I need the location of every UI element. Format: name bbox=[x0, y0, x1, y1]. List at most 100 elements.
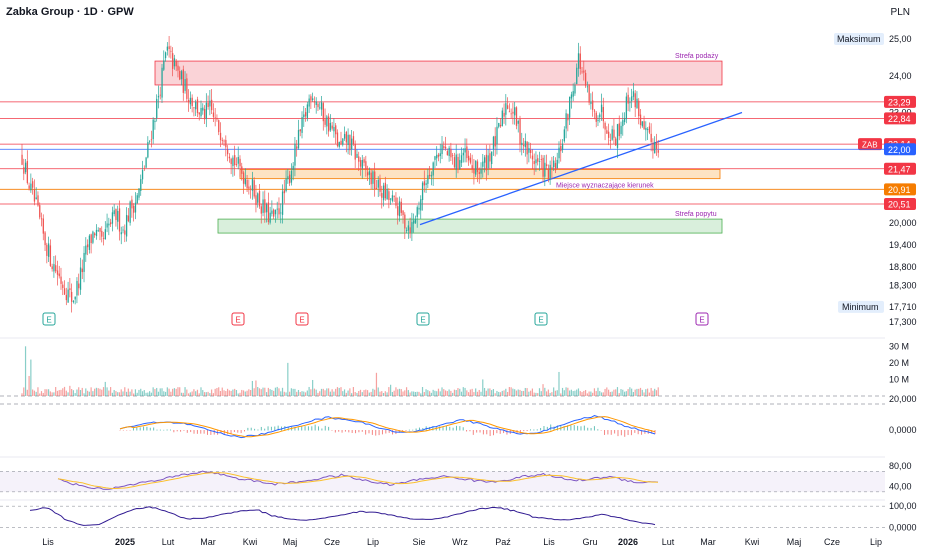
candle-body bbox=[586, 86, 589, 88]
volume-bar bbox=[634, 389, 636, 396]
volume-bar bbox=[51, 392, 53, 396]
candle-body bbox=[453, 157, 456, 168]
macd-histogram-bar bbox=[321, 428, 323, 431]
volume-bar bbox=[608, 389, 610, 396]
macd-histogram-bar bbox=[254, 428, 256, 431]
volume-bar bbox=[538, 388, 541, 396]
volume-bar bbox=[540, 391, 542, 396]
macd-histogram-bar bbox=[126, 430, 128, 431]
volume-bar bbox=[375, 372, 378, 396]
volume-bar bbox=[42, 392, 44, 396]
volume-bar bbox=[421, 387, 424, 396]
candle-body bbox=[528, 148, 530, 153]
max-label: Maksimum bbox=[837, 34, 881, 44]
volume-bar bbox=[281, 387, 284, 396]
volume-bar bbox=[173, 388, 176, 396]
volume-bar bbox=[448, 389, 450, 396]
volume-bar bbox=[161, 388, 163, 396]
candle-body bbox=[429, 174, 431, 177]
candle-body bbox=[173, 58, 176, 67]
candle-body bbox=[290, 170, 293, 183]
macd-histogram-bar bbox=[240, 430, 242, 434]
volume-bar bbox=[395, 387, 397, 396]
candle-body bbox=[609, 139, 612, 141]
macd-histogram-bar bbox=[361, 430, 363, 432]
volume-bar bbox=[554, 390, 557, 396]
macd-histogram-bar bbox=[213, 430, 215, 435]
macd-histogram-bar bbox=[459, 426, 461, 431]
macd-histogram-bar bbox=[513, 430, 515, 434]
macd-histogram-bar bbox=[348, 430, 350, 433]
macd-histogram-bar bbox=[375, 430, 377, 436]
volume-bar bbox=[639, 387, 642, 396]
volume-bar bbox=[397, 389, 399, 396]
macd-histogram-bar bbox=[492, 430, 494, 436]
macd-histogram-bar bbox=[442, 426, 444, 431]
candle-body bbox=[264, 199, 266, 213]
volume-bar bbox=[592, 392, 594, 396]
candle-body bbox=[244, 178, 246, 185]
candle-body bbox=[655, 142, 658, 150]
volume-bar bbox=[553, 387, 555, 396]
level-label: 20,51 bbox=[888, 200, 911, 210]
time-axis-tick: Cze bbox=[324, 537, 340, 547]
macd-histogram-bar bbox=[462, 427, 464, 431]
candle-body bbox=[382, 185, 385, 201]
candle-body bbox=[83, 252, 85, 272]
time-axis-tick: Mar bbox=[700, 537, 716, 547]
candle-body bbox=[636, 98, 638, 109]
macd-histogram-bar bbox=[543, 426, 545, 431]
macd-histogram-bar bbox=[183, 430, 185, 431]
volume-bar bbox=[289, 391, 291, 396]
candle-body bbox=[638, 100, 640, 117]
volume-bar bbox=[498, 391, 500, 396]
candle-body bbox=[95, 229, 98, 237]
candle-body bbox=[228, 156, 231, 159]
volume-bar bbox=[56, 390, 59, 396]
volume-bar bbox=[69, 385, 71, 396]
volume-bar bbox=[297, 389, 300, 396]
macd-histogram-bar bbox=[506, 430, 508, 435]
candle-body bbox=[391, 195, 394, 201]
volume-axis-tick: 10 M bbox=[889, 374, 909, 384]
volume-bar bbox=[528, 391, 530, 396]
macd-histogram-bar bbox=[368, 430, 370, 434]
macd-histogram-bar bbox=[408, 429, 410, 431]
volume-bar bbox=[420, 393, 422, 396]
volume-bar bbox=[347, 390, 349, 396]
volume-bar bbox=[581, 392, 583, 396]
macd-histogram-bar bbox=[257, 429, 259, 431]
candle-body bbox=[604, 122, 606, 130]
candle-body bbox=[225, 139, 227, 148]
candle-body bbox=[526, 141, 528, 155]
volume-bar bbox=[512, 388, 514, 396]
candle-body bbox=[512, 111, 514, 114]
macd-histogram-bar bbox=[503, 430, 505, 434]
candle-body bbox=[480, 169, 482, 174]
level-label-bg bbox=[884, 143, 916, 156]
volume-bar bbox=[258, 388, 261, 396]
level-label: 20,91 bbox=[888, 185, 911, 195]
volume-bar bbox=[104, 381, 106, 396]
candle-body bbox=[469, 157, 472, 163]
candle-body bbox=[117, 210, 119, 222]
volume-bar bbox=[374, 389, 376, 396]
candle-body bbox=[620, 125, 622, 135]
candle-body bbox=[58, 273, 60, 277]
volume-bar bbox=[439, 391, 441, 396]
time-axis-tick: Maj bbox=[787, 537, 802, 547]
macd-histogram-bar bbox=[328, 426, 330, 431]
candle-body bbox=[296, 146, 298, 149]
volume-bar bbox=[122, 391, 124, 396]
candle-body bbox=[47, 243, 50, 257]
event-marker-letter: E bbox=[299, 316, 304, 325]
volume-bar bbox=[234, 388, 236, 396]
volume-bar bbox=[558, 371, 560, 396]
candle-body bbox=[363, 159, 365, 163]
candle-body bbox=[271, 210, 273, 214]
macd-histogram-bar bbox=[496, 430, 498, 434]
zone-label-supply: Strefa podaży bbox=[675, 53, 719, 60]
macd-histogram-bar bbox=[388, 430, 390, 433]
candle-body bbox=[265, 204, 268, 213]
